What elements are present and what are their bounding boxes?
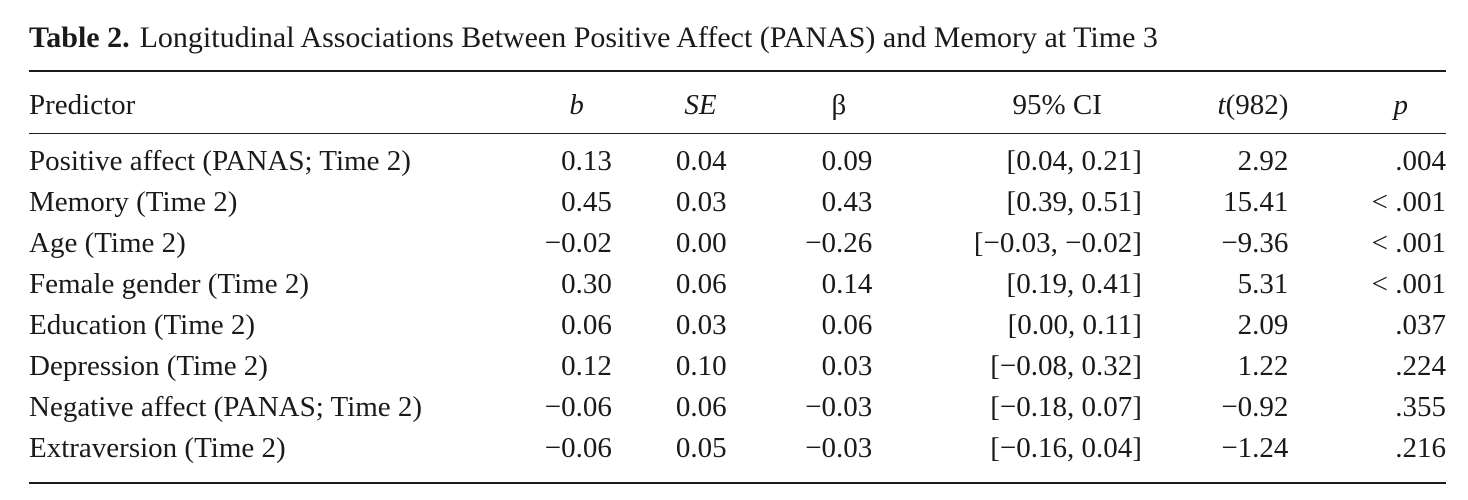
table-body: Positive affect (PANAS; Time 2) 0.13 0.04 0… [29,141,1446,469]
cell-b: −0.06 [544,432,612,464]
table-row: Memory (Time 2) 0.45 0.03 0.43 [0.39, 0.51] 1… [29,182,1446,223]
cell-t: 2.92 [1237,145,1289,177]
cell-b: 0.12 [561,350,612,382]
cell-ci: [−0.16, 0.04] [990,432,1142,464]
cell-predictor: Extraversion (Time 2) [29,432,286,464]
cell-beta: 0.03 [821,350,873,382]
header-rule [29,133,1446,134]
cell-ci: [0.00, 0.11] [1007,309,1142,341]
cell-beta: 0.43 [821,186,873,218]
cell-beta: −0.03 [805,432,873,464]
cell-ci: [−0.08, 0.32] [990,350,1142,382]
header-beta: β [831,88,847,121]
bottom-rule [29,482,1446,484]
cell-p: .224 [1395,350,1446,382]
cell-ci: [0.19, 0.41] [1006,268,1142,300]
cell-predictor: Education (Time 2) [29,309,256,341]
table-row: Extraversion (Time 2) −0.06 0.05 −0.03 [−0.1… [29,428,1446,469]
cell-predictor: Age (Time 2) [29,227,186,259]
cell-p: .216 [1395,432,1446,464]
cell-t: 15.41 [1223,186,1289,218]
cell-se: 0.06 [675,391,727,423]
cell-t: 5.31 [1237,268,1289,300]
cell-se: 0.10 [675,350,727,382]
cell-p: .004 [1395,145,1446,177]
cell-predictor: Negative affect (PANAS; Time 2) [29,391,423,423]
cell-b: 0.06 [561,309,612,341]
table-header: Predictor b SE β 95% CI t(982) p [29,77,1446,141]
cell-beta: −0.26 [805,227,873,259]
cell-ci: [−0.18, 0.07] [990,391,1142,423]
cell-predictor: Female gender (Time 2) [29,268,310,300]
cell-beta: −0.03 [805,391,873,423]
cell-t: 2.09 [1237,309,1289,341]
header-se: SE [684,88,717,121]
cell-p: .355 [1395,391,1446,423]
table-row: Negative affect (PANAS; Time 2) −0.06 0.06… [29,387,1446,428]
table-row: Age (Time 2) −0.02 0.00 −0.26 [−0.03, −0.02]… [29,223,1446,264]
cell-ci: [0.39, 0.51] [1006,186,1142,218]
cell-predictor: Positive affect (PANAS; Time 2) [29,145,411,177]
cell-se: 0.03 [675,309,727,341]
header-t-df: (982) [1225,88,1289,121]
regression-table: Predictor b SE β 95% CI t(982) p Positiv… [29,77,1446,469]
header-row: Predictor b SE β 95% CI t(982) p [29,77,1446,133]
cell-se: 0.00 [675,227,727,259]
cell-ci: [−0.03, −0.02] [973,227,1142,259]
cell-ci: [0.04, 0.21] [1006,145,1142,177]
cell-t: −0.92 [1221,391,1289,423]
header-ci: 95% CI [1012,88,1102,121]
cell-se: 0.03 [675,186,727,218]
cell-p: .037 [1395,309,1446,341]
cell-b: 0.13 [561,145,612,177]
cell-beta: 0.14 [821,268,873,300]
cell-b: −0.06 [544,391,612,423]
table-caption: Table 2. Longitudinal Associations Betwee… [29,18,1158,58]
table-title: Longitudinal Associations Between Positi… [139,21,1158,54]
cell-predictor: Memory (Time 2) [29,186,238,218]
top-rule [29,70,1446,72]
cell-se: 0.04 [675,145,727,177]
cell-t: −9.36 [1221,227,1289,259]
cell-beta: 0.09 [821,145,873,177]
cell-beta: 0.06 [821,309,873,341]
table-row: Positive affect (PANAS; Time 2) 0.13 0.04 0… [29,141,1446,182]
table-label: Table 2. [29,21,130,54]
cell-p: < .001 [1371,186,1446,218]
cell-b: 0.45 [561,186,612,218]
cell-t: 1.22 [1237,350,1289,382]
cell-b: −0.02 [544,227,612,259]
header-b: b [569,88,584,121]
table-row: Education (Time 2) 0.06 0.03 0.06 [0.00, 0.1… [29,305,1446,346]
header-t-letter: t [1217,88,1226,121]
header-t: t(982) [1142,77,1289,133]
cell-b: 0.30 [561,268,612,300]
table-row: Depression (Time 2) 0.12 0.10 0.03 [−0.08, 0… [29,346,1446,387]
header-predictor: Predictor [29,88,136,121]
cell-p: < .001 [1371,268,1446,300]
header-p: p [1393,88,1409,121]
cell-se: 0.05 [675,432,727,464]
cell-se: 0.06 [675,268,727,300]
cell-p: < .001 [1371,227,1446,259]
cell-predictor: Depression (Time 2) [29,350,268,382]
table-row: Female gender (Time 2) 0.30 0.06 0.14 [0.19,… [29,264,1446,305]
cell-t: −1.24 [1221,432,1289,464]
